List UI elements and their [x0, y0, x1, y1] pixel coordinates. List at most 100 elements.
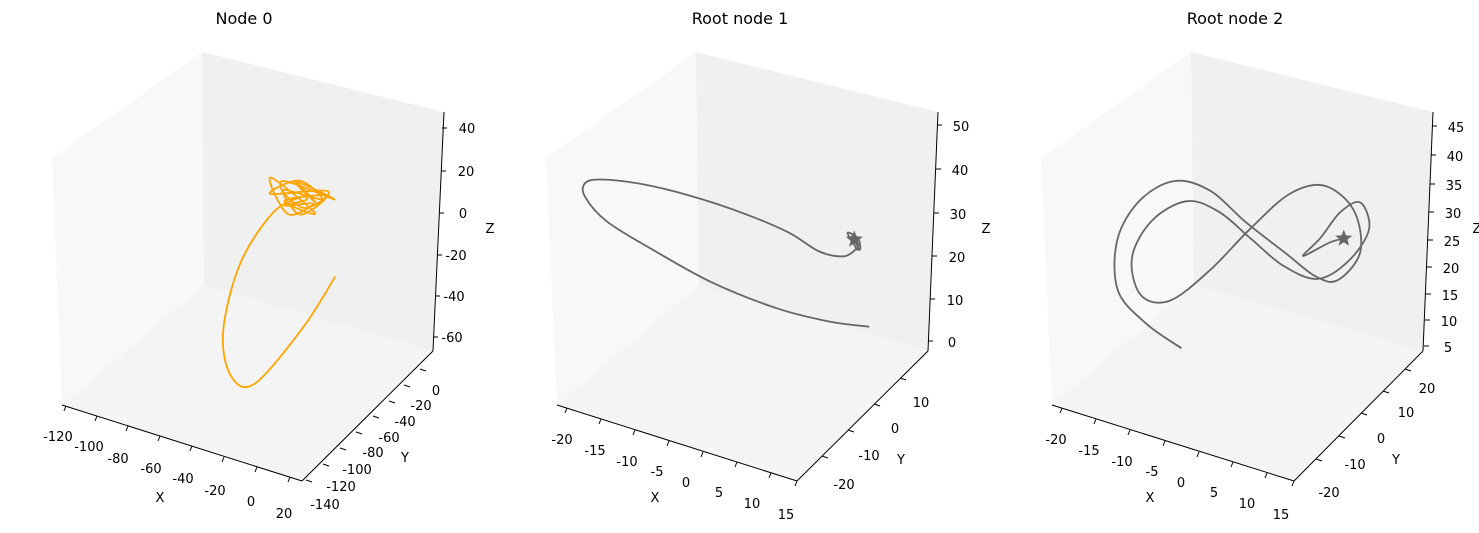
x-tick-label: -20 [551, 433, 572, 448]
z-ticks: 45 40 35 30 25 20 15 10 5 [1424, 121, 1464, 356]
x-tick-label: 10 [1239, 497, 1256, 512]
y-tick-label: 0 [891, 422, 899, 437]
z-tick-label: 35 [1446, 179, 1463, 194]
x-tick-label: 15 [1273, 508, 1290, 523]
x-tick-label: 0 [1177, 476, 1185, 491]
y-axis [1293, 350, 1424, 482]
z-tick-label: 10 [947, 294, 964, 309]
z-tick-label: 25 [1444, 235, 1461, 250]
x-tick-label: -10 [1111, 455, 1132, 470]
y-ticks: 10 0 -10 -20 [821, 377, 930, 493]
x-tick-label: -120 [43, 430, 73, 445]
z-tick-label: -40 [443, 290, 464, 305]
z-tick-label: 20 [1443, 262, 1460, 277]
y-tick-label: 0 [432, 384, 440, 399]
x-tick-label: -60 [140, 462, 161, 477]
y-tick-label: -20 [833, 478, 854, 493]
star-marker [845, 230, 863, 247]
x-axis [1051, 404, 1295, 482]
y-tick-label: 0 [1377, 432, 1385, 447]
pane-left [1041, 52, 1194, 405]
x-ticks: -120 -100 -80 -60 -40 -20 0 20 [43, 405, 293, 522]
z-tick-label: 5 [1444, 341, 1452, 356]
y-axis-label: Y [896, 453, 905, 468]
chart-title: Node 0 [215, 9, 272, 28]
z-tick-label: 15 [1442, 289, 1459, 304]
z-tick-label: 40 [1447, 150, 1464, 165]
x-tick-label: 20 [276, 507, 293, 522]
pane-back [696, 52, 938, 351]
z-tick-label: -20 [445, 249, 466, 264]
x-axis-label: X [156, 491, 165, 506]
x-tick-label: 5 [715, 486, 723, 501]
x-tick-label: -15 [584, 444, 605, 459]
y-tick-label: 10 [913, 396, 930, 411]
x-axis-label: X [1146, 491, 1155, 506]
x-tick-label: 15 [778, 508, 795, 523]
chart-title: Root node 1 [692, 9, 789, 28]
y-tick-label: -40 [394, 415, 415, 430]
x-tick-label: 0 [247, 495, 255, 510]
y-tick-label: -80 [362, 446, 383, 461]
x-ticks: -20 -15 -10 -5 0 5 10 15 [551, 407, 798, 523]
series-line [1113, 179, 1371, 350]
z-axis [432, 111, 445, 352]
trajectory-line [221, 176, 337, 389]
x-ticks: -20 -15 -10 -5 0 5 10 15 [1045, 407, 1295, 523]
y-tick-label: 20 [1419, 382, 1436, 397]
series-line [221, 176, 337, 389]
x-tick-label: -20 [1045, 433, 1066, 448]
z-ticks: 50 40 30 20 10 0 [928, 120, 969, 351]
y-tick-label: 10 [1398, 406, 1415, 421]
x-tick-label: -5 [1146, 465, 1159, 480]
y-ticks: 0 -20 -40 -60 -80 -100 -120 -140 [305, 368, 440, 513]
z-tick-label: 10 [1441, 315, 1458, 330]
x-tick-label: -100 [74, 440, 104, 455]
x-axis [61, 404, 303, 482]
x-tick-label: -15 [1078, 444, 1099, 459]
y-ticks: 20 10 0 -10 -20 [1315, 368, 1436, 501]
z-ticks: 40 20 0 -20 -40 -60 [433, 122, 475, 346]
trajectory-line [1113, 179, 1371, 350]
x-tick-label: -40 [172, 472, 193, 487]
y-tick-label: -140 [310, 498, 340, 513]
series-line [581, 178, 870, 328]
y-axis-label: Y [1391, 453, 1400, 468]
subplot-node-0: Node 0 -120 -100 -80 -60 -40 -20 0 20 X … [43, 9, 494, 522]
z-tick-label: 0 [459, 207, 467, 222]
z-axis-label: Z [486, 222, 495, 237]
x-axis-label: X [651, 491, 660, 506]
z-tick-label: 30 [1445, 207, 1462, 222]
pane-left [546, 52, 699, 405]
x-tick-label: 5 [1210, 486, 1218, 501]
star-marker [1335, 229, 1353, 246]
z-tick-label: 40 [952, 164, 969, 179]
z-tick-label: 40 [459, 122, 476, 137]
z-tick-label: 0 [948, 336, 956, 351]
pane-floor [557, 285, 928, 481]
z-axis [927, 111, 939, 352]
pane-floor [1052, 285, 1423, 481]
z-tick-label: 50 [953, 120, 970, 135]
pane-floor [62, 285, 433, 481]
z-tick-label: 45 [1448, 121, 1465, 136]
x-tick-label: 0 [682, 476, 690, 491]
z-tick-label: 20 [949, 251, 966, 266]
subplot-root-node-1: Root node 1 -20 -15 -10 -5 0 5 10 15 X 1… [546, 9, 991, 523]
y-axis-label: Y [400, 451, 409, 466]
z-axis-label: Z [982, 222, 991, 237]
z-tick-label: 30 [950, 208, 967, 223]
y-tick-label: -60 [378, 431, 399, 446]
x-tick-label: -10 [616, 455, 637, 470]
x-tick-label: -5 [651, 465, 664, 480]
y-tick-label: -10 [1344, 458, 1365, 473]
x-tick-label: -80 [107, 452, 128, 467]
x-axis [556, 404, 798, 482]
y-tick-label: -10 [858, 449, 879, 464]
z-axis-label: Z [1473, 222, 1479, 237]
y-tick-label: -20 [410, 399, 431, 414]
x-tick-label: -20 [204, 484, 225, 499]
subplot-root-node-2: Root node 2 -20 -15 -10 -5 0 5 10 15 X 2… [1041, 9, 1479, 523]
z-tick-label: -60 [441, 331, 462, 346]
